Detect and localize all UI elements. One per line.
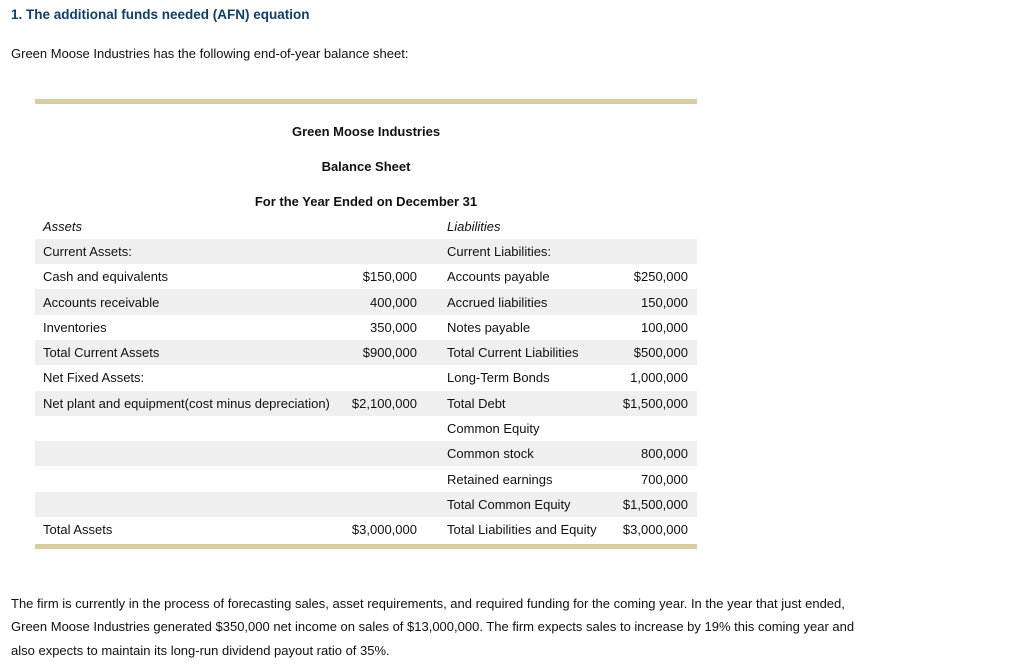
asset-label: Cash and equivalents: [43, 269, 169, 285]
asset-value: $900,000: [362, 345, 417, 361]
liability-value: 150,000: [641, 294, 688, 310]
liability-label: Common Equity: [447, 421, 540, 437]
liability-label: Retained earnings: [447, 471, 553, 487]
statement-period: For the Year Ended on December 31: [254, 193, 478, 209]
paragraph-line: also expects to maintain its long-run di…: [11, 642, 390, 658]
closing-paragraph: The firm is currently in the process of …: [11, 592, 1011, 662]
liability-label: Accounts payable: [447, 269, 550, 285]
assets-header: Assets: [43, 218, 83, 234]
company-name: Green Moose Industries: [291, 123, 441, 139]
asset-label: Net Fixed Assets:: [43, 370, 145, 386]
asset-label: Total Assets: [43, 522, 113, 538]
accent-bar-bottom: [35, 544, 697, 549]
balance-sheet-row: Total Assets $3,000,000 Total Liabilities …: [35, 517, 697, 542]
liability-label: Notes payable: [447, 319, 531, 335]
balance-sheet-row: Inventories 350,000 Notes payable 100,000: [35, 315, 697, 340]
liability-value: 100,000: [641, 319, 688, 335]
asset-value: 350,000: [370, 319, 417, 335]
liability-label: Total Common Equity: [447, 496, 571, 512]
balance-sheet-row: Net Fixed Assets: Long-Term Bonds 1,000,00…: [35, 365, 697, 390]
asset-label: Total Current Assets: [43, 345, 160, 361]
balance-sheet-row: Common stock 800,000: [35, 441, 697, 467]
balance-sheet-row: Total Common Equity $1,500,000: [35, 491, 697, 518]
paragraph-line: The firm is currently in the process of …: [11, 596, 845, 611]
balance-sheet: Green Moose Industries Balance Sheet For…: [35, 99, 697, 549]
asset-label: Accounts receivable: [43, 294, 160, 310]
liabilities-header: Liabilities: [447, 218, 501, 234]
liability-value: $1,500,000: [622, 496, 688, 512]
balance-sheet-row: Retained earnings 700,000: [35, 466, 697, 491]
balance-sheet-row: Cash and equivalents $150,000 Accounts pay…: [35, 264, 697, 289]
liability-label: Current Liabilities:: [447, 243, 552, 259]
asset-label: Inventories: [43, 319, 107, 335]
page-title: 1. The additional funds needed (AFN) equ…: [11, 7, 310, 22]
column-header-row: Assets Liabilities: [35, 214, 697, 239]
liability-label: Total Liabilities and Equity: [447, 522, 597, 538]
paragraph-line: Green Moose Industries generated $350,00…: [11, 619, 855, 635]
liability-value: $250,000: [633, 269, 688, 285]
liability-value: $1,500,000: [622, 395, 688, 411]
asset-value: $2,100,000: [351, 395, 417, 411]
asset-value: $150,000: [362, 269, 417, 285]
intro-text: Green Moose Industries has the following…: [11, 46, 409, 61]
liability-value: 700,000: [641, 471, 688, 487]
liability-label: Total Current Liabilities: [447, 345, 579, 361]
liability-value: 1,000,000: [630, 370, 688, 386]
liability-label: Common stock: [447, 446, 534, 462]
balance-sheet-row: Total Current Assets $900,000 Total Curren…: [35, 339, 697, 366]
liability-label: Total Debt: [447, 395, 506, 411]
statement-title: Balance Sheet: [321, 158, 411, 174]
asset-value: $3,000,000: [351, 522, 417, 538]
asset-label: Current Assets:: [43, 243, 132, 259]
balance-sheet-table: Assets Liabilities Current Assets: Curren…: [35, 214, 697, 543]
accent-bar-top: [35, 99, 697, 104]
balance-sheet-rows: Current Assets: Current Liabilities: Cash …: [35, 238, 697, 543]
balance-sheet-row: Accounts receivable 400,000 Accrued liabil…: [35, 289, 697, 315]
liability-label: Long-Term Bonds: [447, 370, 550, 386]
liability-value: 800,000: [641, 446, 688, 462]
liability-value: $3,000,000: [622, 522, 688, 538]
balance-sheet-row: Current Assets: Current Liabilities:: [35, 238, 697, 265]
liability-value: $500,000: [633, 345, 688, 361]
asset-label: Net plant and equipment(cost minus depre…: [43, 395, 330, 411]
liability-label: Accrued liabilities: [447, 294, 548, 310]
asset-value: 400,000: [370, 294, 417, 310]
balance-sheet-row: Net plant and equipment(cost minus depre…: [35, 390, 697, 416]
balance-sheet-row: Common Equity: [35, 416, 697, 441]
